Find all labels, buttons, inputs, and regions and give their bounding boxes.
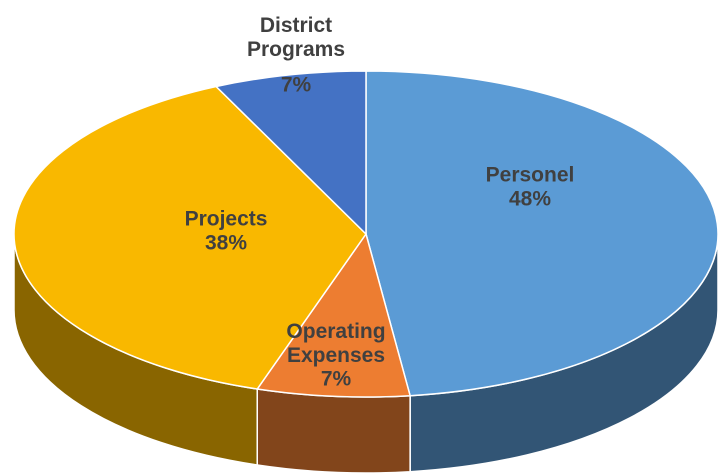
slice-value-label: 38% bbox=[205, 232, 247, 255]
slice-value-label: 48% bbox=[509, 188, 551, 211]
slice-value-label: 7% bbox=[281, 74, 312, 97]
slice bbox=[13, 85, 367, 390]
slice bbox=[214, 70, 367, 236]
slice-label: District Programs bbox=[247, 14, 345, 61]
slice-label: Personel bbox=[486, 164, 575, 187]
slice bbox=[365, 70, 719, 397]
slice-value-label: 7% bbox=[321, 368, 352, 391]
slice-side bbox=[256, 388, 411, 474]
slice-label: Projects bbox=[185, 208, 268, 231]
slice-label: Operating Expenses bbox=[286, 320, 385, 367]
slice bbox=[255, 232, 412, 398]
